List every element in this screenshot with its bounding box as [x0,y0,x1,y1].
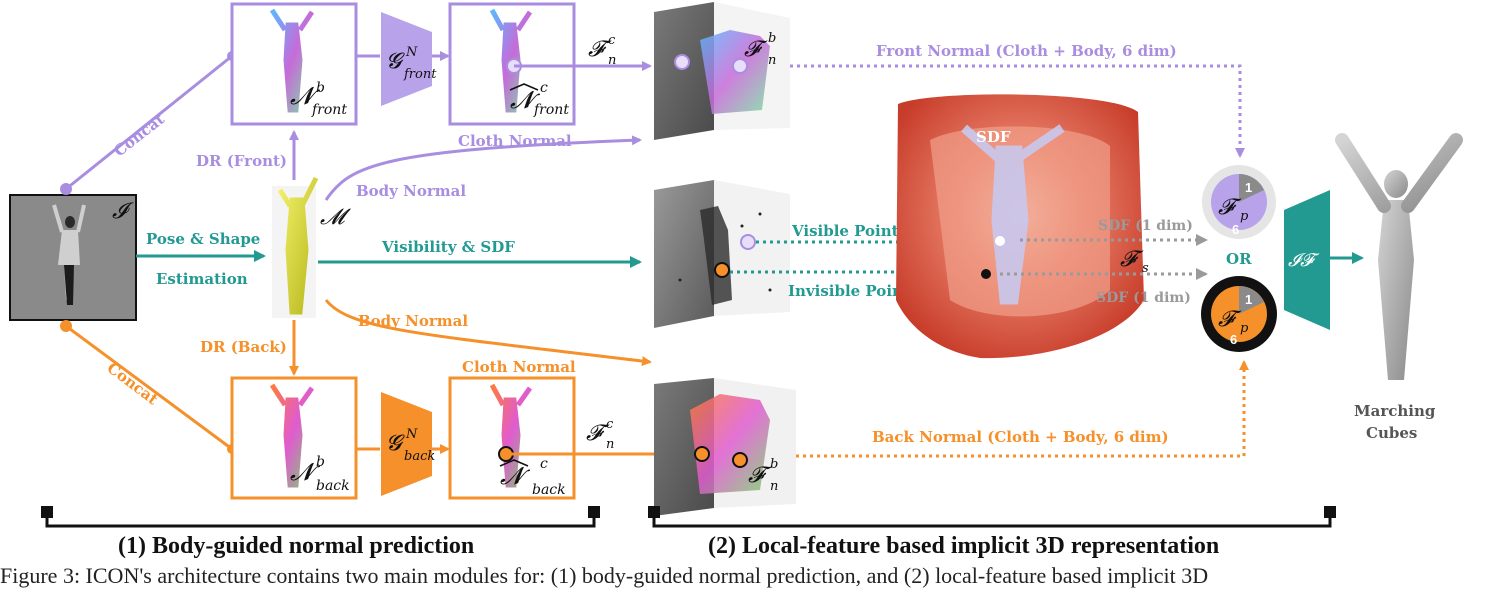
marching-cubes-mesh [1335,133,1463,380]
body-normal-figure-icon [269,8,315,113]
front-cloth-normal-box: 𝓝 c front [448,2,576,126]
smpl-symbol: 𝓜 [320,205,351,230]
concat-top-line [65,54,233,191]
marching-label-2: Cubes [1366,424,1417,442]
back-cloth-normal-box: 𝓝 c back [448,376,576,500]
svg-text:𝓖: 𝓖 [386,49,405,74]
svg-text:c: c [540,456,548,472]
body-normal-bottom-label: Body Normal [358,312,468,330]
svg-text:front: front [403,67,437,82]
trapezoid-icon [381,392,432,496]
trapezoid-icon [1284,190,1330,330]
sdf-body-figure-icon [961,124,1065,305]
svg-text:p: p [1240,321,1249,336]
svg-text:back: back [532,482,566,498]
dr-front-label: DR (Front) [196,152,287,170]
svg-text:front: front [533,102,569,118]
svg-text:6: 6 [1232,222,1239,237]
svg-text:front: front [311,102,347,118]
svg-text:p: p [1240,209,1249,224]
marching-label-1: Marching [1354,402,1436,420]
svg-text:n: n [606,437,614,452]
svg-text:1: 1 [1245,292,1252,307]
front-normal-label: Front Normal (Cloth + Body, 6 dim) [876,42,1177,60]
implicit-function-block: 𝓘𝓕 [1284,190,1330,330]
trapezoid-icon [381,12,432,106]
sdf-label: SDF [976,128,1011,146]
front-feature-pie: 1 𝓕 p 6 [1202,165,1276,239]
svg-text:b: b [316,80,325,96]
back-body-normal-box: 𝓝 b back [230,376,358,500]
pose-shape-label-1: Pose & Shape [146,230,260,248]
encoder-front: 𝓖 N front [381,12,437,106]
input-image: 𝓘 [9,194,137,321]
svg-text:𝓖: 𝓖 [386,431,405,456]
svg-text:back: back [316,478,350,494]
body-normal-top-path [324,135,642,201]
sdf-volume: SDF [896,94,1144,359]
svg-text:n: n [768,53,776,68]
svg-text:n: n [770,479,778,494]
visibility-sdf-label: Visibility & SDF [381,238,515,256]
concat-bottom-dot [60,320,72,332]
svg-text:N: N [405,427,418,442]
pose-shape-label-2: Estimation [156,270,248,288]
body-normal-back-figure-icon [269,383,315,488]
back-normal-label: Back Normal (Cloth + Body, 6 dim) [872,428,1169,446]
concat-bottom-label: Concat [104,359,162,409]
svg-text:b: b [316,454,325,470]
person-silhouette-icon [52,204,86,305]
svg-text:N: N [405,45,418,60]
figure-caption: Figure 3: ICON's architecture contains t… [0,563,1209,588]
body-normal-top-label: Body Normal [356,182,466,200]
svg-text:n: n [608,53,616,68]
cloth-normal-back-figure-icon [489,383,533,488]
bracket-part1 [41,506,600,528]
svg-text:back: back [404,449,435,464]
svg-text:1: 1 [1245,180,1252,195]
section-title-part2: (2) Local-feature based implicit 3D repr… [708,533,1220,559]
svg-text:6: 6 [1230,332,1237,347]
svg-text:c: c [608,33,616,48]
visibility-point-cloud [654,180,790,328]
svg-text:s: s [1142,261,1149,276]
invisible-point-label: Invisible Point [788,282,910,300]
front-point-cloud: 𝓕 b n [654,2,790,140]
svg-text:b: b [768,31,776,46]
body-normal-bottom-path [324,299,652,366]
cloth-normal-bottom-label: Cloth Normal [462,358,576,376]
encoder-back: 𝓖 N back [381,392,435,496]
sdf-1dim-bottom-label: SDF (1 dim) [1096,290,1191,306]
svg-text:c: c [540,80,548,96]
visible-point-label: Visible Point [791,222,899,240]
back-point-cloud: 𝓕 b n [654,378,796,516]
smpl-body-mesh [272,176,319,318]
concat-top-dot [60,183,72,195]
or-label: OR [1226,250,1252,268]
svg-text:c: c [606,417,614,432]
concat-top-label: Concat [111,110,168,160]
svg-text:𝓘𝓕: 𝓘𝓕 [1288,250,1320,271]
svg-text:b: b [770,457,778,472]
back-feature-pie: 1 𝓕 p 6 [1201,276,1277,352]
front-body-normal-box: 𝓝 b front [230,2,358,126]
section-title-part1: (1) Body-guided normal prediction [118,533,475,559]
dr-back-label: DR (Back) [200,338,287,356]
sdf-1dim-top-label: SDF (1 dim) [1098,218,1193,234]
bracket-part2 [648,506,1336,528]
concat-bottom-line [65,324,233,451]
